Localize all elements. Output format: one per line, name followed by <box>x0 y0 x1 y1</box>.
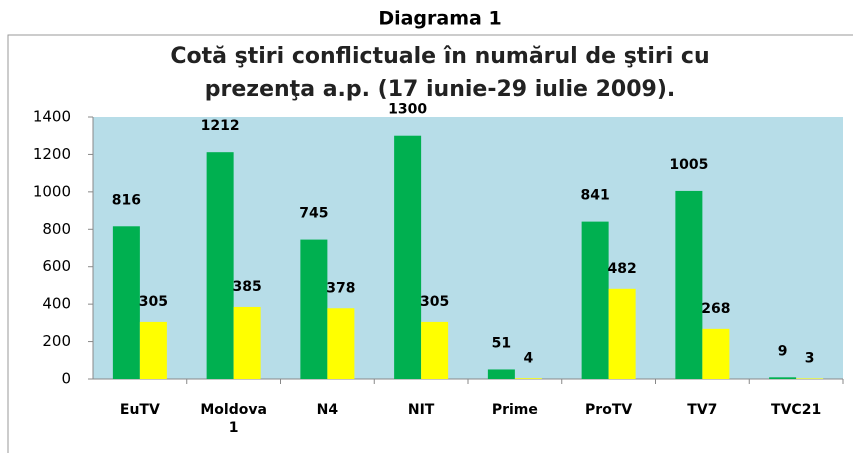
data-label: 268 <box>701 301 730 317</box>
x-tick-label: Moldova 1 <box>200 402 267 436</box>
x-tick-label: Prime <box>491 402 538 418</box>
bar <box>796 378 824 379</box>
data-label: 482 <box>608 261 637 277</box>
data-label: 305 <box>139 294 168 310</box>
bar <box>769 377 797 379</box>
y-tick-label: 0 <box>61 370 71 388</box>
bar <box>675 190 703 379</box>
x-tick-label: ProTV <box>585 402 633 418</box>
data-label: 4 <box>524 350 534 366</box>
data-label: 816 <box>112 192 141 208</box>
y-tick-label: 1000 <box>33 182 71 200</box>
x-tick-label: NIT <box>407 402 435 418</box>
data-label: 1212 <box>201 118 240 134</box>
bar <box>487 369 515 379</box>
y-tick-label: 400 <box>42 295 71 313</box>
plot-area <box>93 117 843 379</box>
data-label: 9 <box>778 343 788 359</box>
bar <box>608 288 636 379</box>
x-tick-label: N4 <box>316 402 339 418</box>
data-label: 385 <box>233 279 262 295</box>
heading: Diagrama 1 <box>378 8 501 30</box>
bar <box>421 321 449 379</box>
chart-title: Cotă ştiri conflictuale în numărul de şt… <box>170 44 709 69</box>
bar <box>112 226 140 379</box>
bar <box>514 378 542 379</box>
data-label: 305 <box>420 294 449 310</box>
x-tick-label: EuTV <box>119 402 160 418</box>
x-tick-label: TV7 <box>687 402 718 418</box>
y-tick-label: 1400 <box>33 108 71 126</box>
y-tick-label: 200 <box>42 332 71 350</box>
bar <box>139 321 167 379</box>
bar <box>581 221 609 379</box>
bar <box>233 306 261 379</box>
bar <box>300 239 328 379</box>
y-tick-label: 1200 <box>33 145 71 163</box>
chart-title: prezenţa a.p. (17 iunie-29 iulie 2009). <box>205 77 675 102</box>
y-tick-label: 600 <box>42 257 71 275</box>
bar <box>702 328 730 379</box>
data-label: 1300 <box>388 102 427 118</box>
data-label: 841 <box>581 188 610 204</box>
bar <box>327 308 355 379</box>
data-label: 3 <box>805 350 815 366</box>
data-label: 1005 <box>669 157 708 173</box>
bar <box>394 135 422 379</box>
y-tick-label: 800 <box>42 220 71 238</box>
data-label: 745 <box>299 206 328 222</box>
data-label: 378 <box>326 280 355 296</box>
x-tick-label: TVC21 <box>771 402 822 418</box>
bar <box>206 152 234 379</box>
data-label: 51 <box>492 335 511 351</box>
